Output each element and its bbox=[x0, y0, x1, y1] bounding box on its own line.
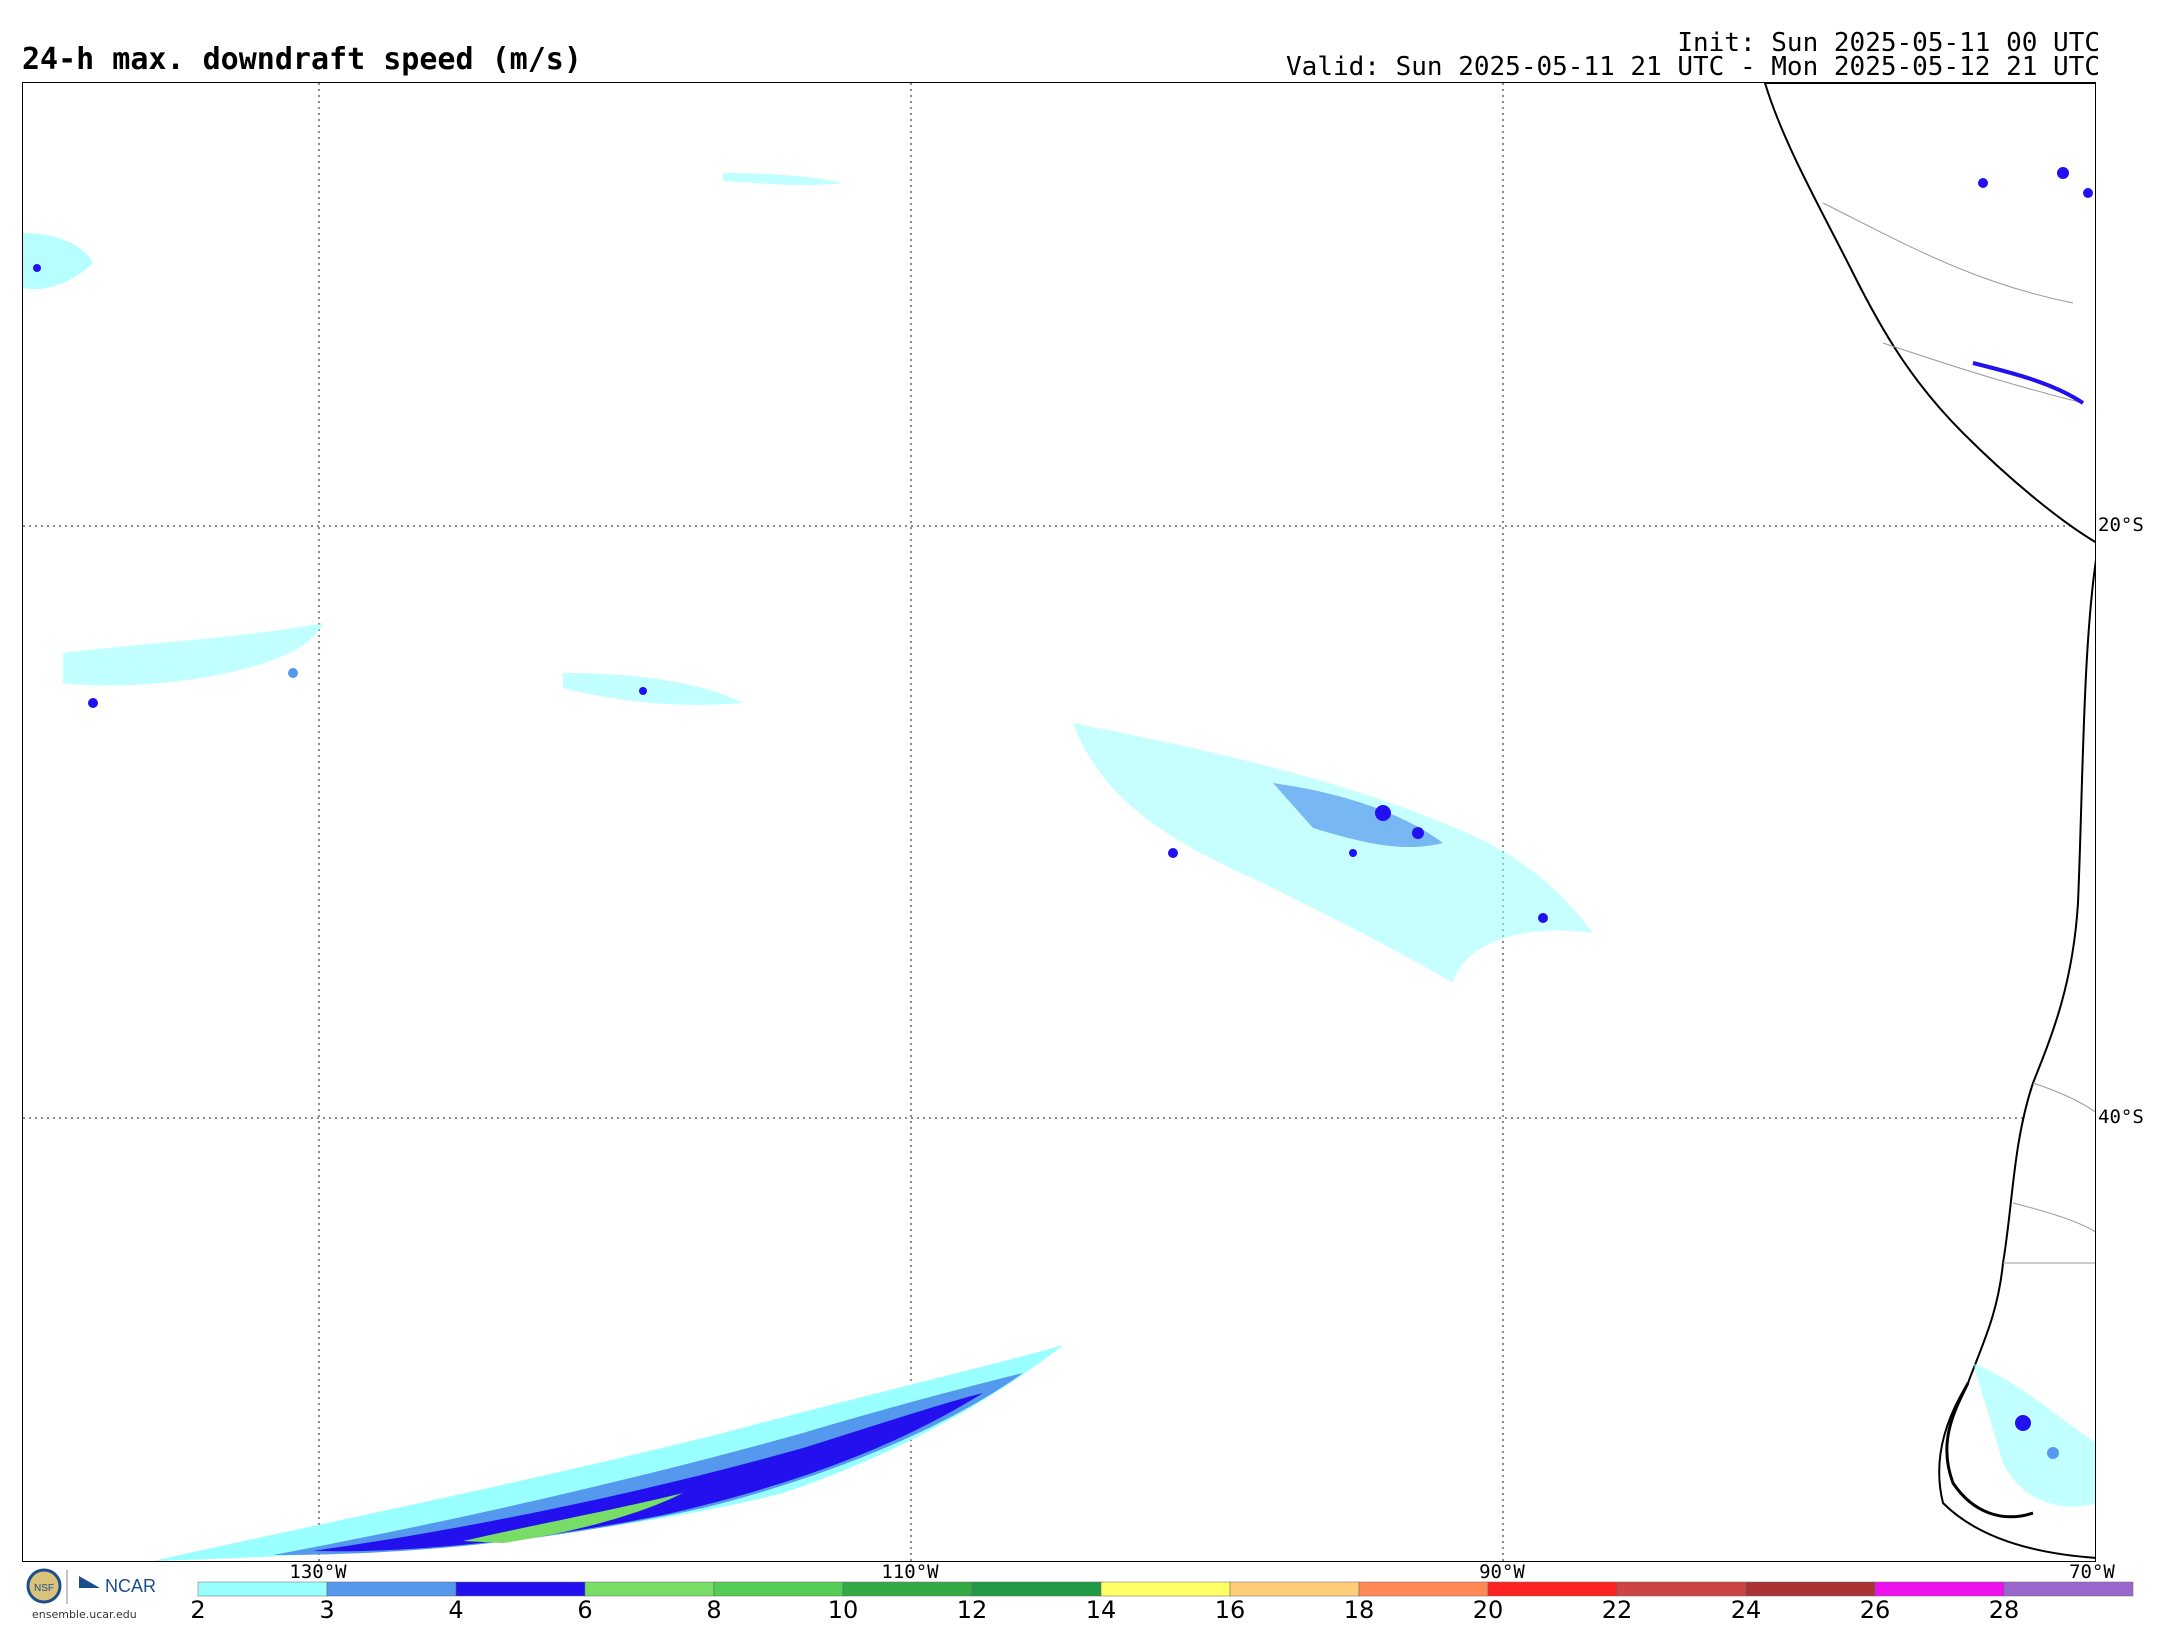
init-time: Init: Sun 2025-05-11 00 UTC bbox=[1677, 28, 2100, 58]
colorbar-tick-label: 10 bbox=[827, 1596, 859, 1624]
colorbar-swatch bbox=[2003, 1581, 2134, 1597]
site-url: ensemble.ucar.edu bbox=[32, 1608, 137, 1621]
colorbar-tick-label: 2 bbox=[190, 1596, 206, 1624]
colorbar-swatch bbox=[713, 1581, 844, 1597]
lon-label-70w: 70°W bbox=[2069, 1561, 2115, 1583]
lat-label-20s: 20°S bbox=[2098, 514, 2144, 536]
colorbar-tick-label: 18 bbox=[1343, 1596, 1375, 1624]
colorbar-tick-label: 16 bbox=[1214, 1596, 1246, 1624]
lon-label-130w: 130°W bbox=[289, 1561, 347, 1583]
map-title: 24-h max. downdraft speed (m/s) bbox=[22, 42, 582, 77]
colorbar-swatch bbox=[1616, 1581, 1747, 1597]
colorbar-tick-label: 14 bbox=[1085, 1596, 1117, 1624]
colorbar-tick-label: 28 bbox=[1988, 1596, 2020, 1624]
colorbar-swatch bbox=[1358, 1581, 1489, 1597]
colorbar-swatch bbox=[1229, 1581, 1360, 1597]
downdraft-cells-north bbox=[23, 173, 843, 708]
svg-text:NSF: NSF bbox=[34, 1583, 54, 1594]
colorbar-swatch bbox=[1745, 1581, 1876, 1597]
graticule bbox=[23, 83, 2095, 1561]
colorbar-swatch bbox=[197, 1581, 328, 1597]
colorbar-swatch bbox=[1874, 1581, 2005, 1597]
colorbar-swatch bbox=[842, 1581, 973, 1597]
map-panel bbox=[22, 82, 2096, 1562]
south-america-land bbox=[1763, 83, 2095, 1559]
colorbar-tick-label: 4 bbox=[448, 1596, 464, 1624]
lon-label-110w: 110°W bbox=[881, 1561, 939, 1583]
ncar-logo-text: NCAR bbox=[105, 1576, 157, 1596]
colorbar-tick-label: 20 bbox=[1472, 1596, 1504, 1624]
colorbar-swatch bbox=[584, 1581, 715, 1597]
colorbar-tick-label: 3 bbox=[319, 1596, 335, 1624]
colorbar-swatch bbox=[1100, 1581, 1231, 1597]
colorbar-swatch bbox=[971, 1581, 1102, 1597]
colorbar-tick-label: 26 bbox=[1859, 1596, 1891, 1624]
colorbar-swatch bbox=[455, 1581, 586, 1597]
colorbar-tick-label: 12 bbox=[956, 1596, 988, 1624]
colorbar-tick-label: 6 bbox=[577, 1596, 593, 1624]
lon-label-90w: 90°W bbox=[1479, 1561, 1525, 1583]
colorbar-swatch bbox=[1487, 1581, 1618, 1597]
lat-label-40s: 40°S bbox=[2098, 1106, 2144, 1128]
nsf-ncar-logo: NSF bbox=[26, 1568, 100, 1604]
colorbar-tick-label: 22 bbox=[1601, 1596, 1633, 1624]
colorbar-tick-label: 24 bbox=[1730, 1596, 1762, 1624]
colorbar-tick-label: 8 bbox=[706, 1596, 722, 1624]
colorbar-swatch bbox=[326, 1581, 457, 1597]
valid-time: Valid: Sun 2025-05-11 21 UTC - Mon 2025-… bbox=[1286, 52, 2100, 82]
map-canvas bbox=[23, 83, 2095, 1561]
downdraft-band-south bbox=[153, 1345, 1063, 1561]
downdraft-cells-central bbox=[1073, 723, 1593, 983]
